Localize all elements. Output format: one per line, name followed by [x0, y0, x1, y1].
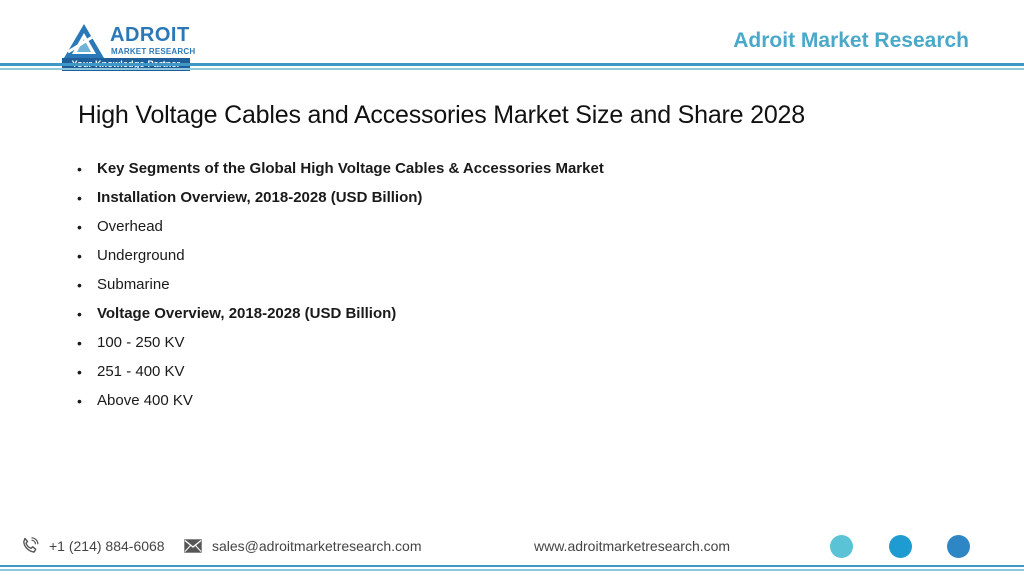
- decorative-circle: [889, 535, 912, 558]
- footer-divider: [0, 565, 1024, 567]
- bullet-item: • Underground: [74, 244, 604, 273]
- bullet-item: • Voltage Overview, 2018-2028 (USD Billio…: [74, 302, 604, 331]
- footer: +1 (214) 884-6068 sales@adroitmarketrese…: [0, 530, 1024, 566]
- decorative-circle: [830, 535, 853, 558]
- mail-icon: [184, 539, 202, 553]
- footer-divider-light: [0, 569, 1024, 571]
- bullet-dot-icon: •: [77, 219, 82, 235]
- header-divider: [0, 63, 1024, 66]
- bullet-dot-icon: •: [77, 393, 82, 409]
- bullet-item: • Above 400 KV: [74, 389, 604, 418]
- decorative-circle: [947, 535, 970, 558]
- bullet-text: 100 - 250 KV: [97, 334, 185, 351]
- brand-title: Adroit Market Research: [733, 29, 969, 52]
- bullet-text: Voltage Overview, 2018-2028 (USD Billion…: [97, 305, 397, 322]
- bullet-text: Overhead: [97, 218, 163, 235]
- footer-email[interactable]: sales@adroitmarketresearch.com: [212, 538, 422, 554]
- bullet-text: Installation Overview, 2018-2028 (USD Bi…: [97, 189, 423, 206]
- bullet-dot-icon: •: [77, 306, 82, 322]
- bullet-text: Above 400 KV: [97, 392, 193, 409]
- logo-name: ADROIT: [110, 24, 190, 46]
- bullet-text: 251 - 400 KV: [97, 363, 185, 380]
- bullet-dot-icon: •: [77, 277, 82, 293]
- footer-website[interactable]: www.adroitmarketresearch.com: [534, 538, 731, 554]
- logo-subtitle: MARKET RESEARCH: [111, 47, 196, 56]
- bullet-dot-icon: •: [77, 248, 82, 264]
- bullet-text: Submarine: [97, 276, 170, 293]
- bullet-dot-icon: •: [77, 364, 82, 380]
- bullet-item: • Overhead: [74, 215, 604, 244]
- bullet-dot-icon: •: [77, 161, 82, 177]
- phone-icon: [23, 537, 39, 553]
- bullet-item: • Key Segments of the Global High Voltage…: [74, 157, 604, 186]
- bullet-item: • Installation Overview, 2018-2028 (USD B…: [74, 186, 604, 215]
- bullet-item: • 251 - 400 KV: [74, 360, 604, 389]
- bullet-text: Underground: [97, 247, 185, 264]
- footer-phone: +1 (214) 884-6068: [49, 538, 165, 554]
- bullet-dot-icon: •: [77, 190, 82, 206]
- bullet-item: • 100 - 250 KV: [74, 331, 604, 360]
- logo-triangle-icon: [64, 24, 104, 58]
- bullet-dot-icon: •: [77, 335, 82, 351]
- page-title: High Voltage Cables and Accessories Mark…: [78, 101, 805, 129]
- bullet-text: Key Segments of the Global High Voltage …: [97, 160, 604, 177]
- bullet-list: • Key Segments of the Global High Voltage…: [74, 157, 604, 418]
- header-divider-light: [0, 68, 1024, 70]
- bullet-item: • Submarine: [74, 273, 604, 302]
